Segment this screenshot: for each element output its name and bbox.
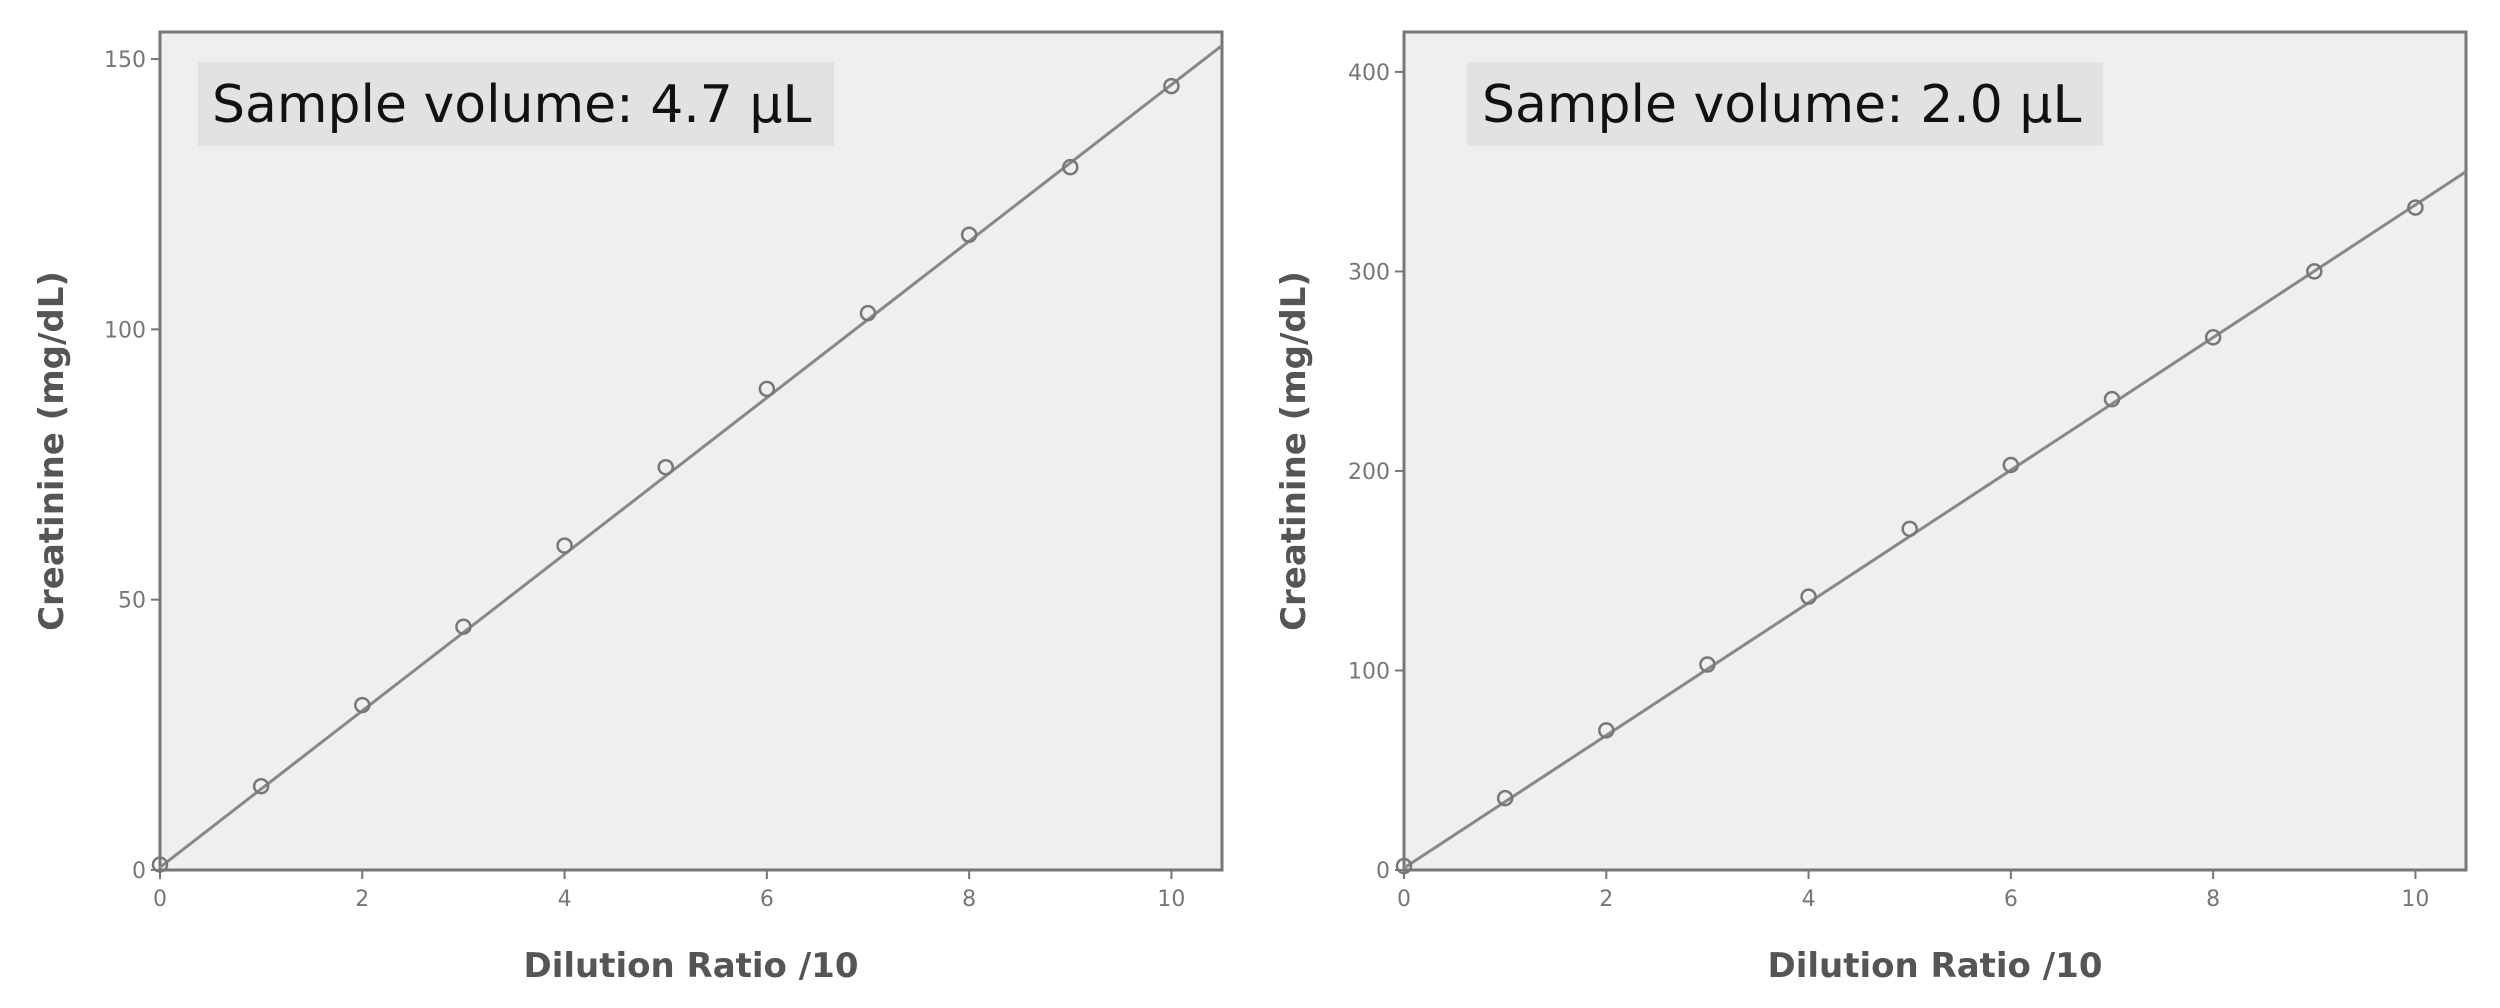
y-tick-label: 300 — [1348, 260, 1390, 285]
data-point — [1062, 158, 1079, 176]
y-tick-label: 100 — [1348, 659, 1390, 684]
data-point — [657, 458, 674, 476]
data-point — [2306, 263, 2323, 280]
series-marks-2 — [1395, 170, 2467, 875]
x-tick-label: 10 — [2401, 887, 2429, 912]
x-tick-label: 4 — [1802, 887, 1816, 912]
y-tick-label: 200 — [1348, 460, 1390, 485]
data-point — [859, 304, 877, 322]
annotation-text-1: Sample volume: 4.7 µL — [212, 75, 812, 135]
series-marks-1 — [151, 44, 1223, 873]
data-point — [1699, 656, 1716, 673]
x-tick-label: 2 — [355, 887, 369, 912]
data-point — [252, 777, 270, 795]
fit-line — [1403, 170, 2467, 870]
data-point — [1800, 588, 1817, 605]
x-axis-title-2: Dilution Ratio /10 — [1767, 946, 2102, 986]
x-tick-label: 2 — [1599, 887, 1613, 912]
data-point — [2204, 329, 2222, 346]
data-point — [2002, 456, 2020, 474]
y-axis-title-2: Creatinine (mg/dL) — [1274, 271, 1314, 631]
data-point — [1901, 520, 1918, 538]
y-axis-title-1: Creatinine (mg/dL) — [32, 271, 72, 631]
data-point — [1598, 722, 1615, 739]
y-tick-label: 100 — [104, 318, 146, 343]
data-point — [2407, 199, 2424, 216]
annotation-box-1 — [198, 62, 834, 146]
data-point — [1395, 857, 1413, 875]
data-point — [1163, 77, 1180, 95]
data-point — [556, 537, 573, 554]
data-point — [455, 618, 472, 635]
data-point — [1496, 789, 1514, 807]
plot-area-2 — [1402, 30, 2468, 872]
y-tick-label: 0 — [1376, 859, 1390, 884]
x-tick-label: 8 — [962, 887, 976, 912]
data-point — [960, 226, 978, 243]
annotation-box-2 — [1467, 62, 2103, 146]
y-tick-label: 150 — [104, 48, 146, 73]
data-point — [151, 856, 169, 873]
x-tick-label: 10 — [1157, 887, 1185, 912]
y-tick-label: 0 — [132, 859, 146, 884]
x-tick-label: 6 — [2004, 887, 2018, 912]
data-point — [758, 380, 776, 398]
x-axis-title-1: Dilution Ratio /10 — [523, 946, 858, 986]
data-point — [354, 696, 371, 714]
x-tick-label: 6 — [760, 887, 774, 912]
annotation-text-2: Sample volume: 2.0 µL — [1482, 75, 2082, 135]
chart-panel-2: Sample volume: 2.0 µL Dilution Ratio /10… — [1274, 30, 2468, 986]
y-tick-label: 50 — [118, 589, 146, 614]
x-tick-label: 0 — [153, 887, 167, 912]
fit-line — [159, 44, 1223, 869]
data-point — [2103, 390, 2121, 408]
x-tick-label: 8 — [2206, 887, 2220, 912]
chart-panel-1: Sample volume: 4.7 µL Dilution Ratio /10… — [32, 30, 1224, 986]
x-tick-label: 0 — [1397, 887, 1411, 912]
y-tick-label: 400 — [1348, 61, 1390, 86]
x-tick-label: 4 — [558, 887, 572, 912]
